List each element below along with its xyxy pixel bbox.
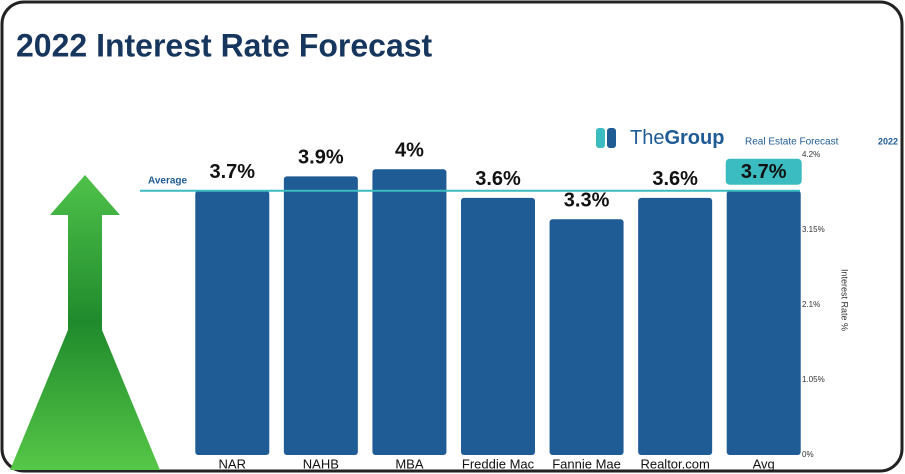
brand-year: 2022 bbox=[878, 136, 898, 146]
bar bbox=[549, 219, 624, 455]
y-tick-label: 4.2% bbox=[802, 150, 820, 159]
x-tick-label: MBA bbox=[395, 456, 424, 471]
value-label: 3.7% bbox=[741, 161, 787, 183]
x-tick-label: NAR bbox=[219, 456, 246, 471]
x-tick-label: Avg bbox=[753, 456, 775, 471]
bar bbox=[283, 176, 358, 455]
y-axis-label: Interest Rate % bbox=[840, 269, 850, 331]
logo bbox=[607, 128, 616, 148]
brand-light: The bbox=[630, 127, 664, 149]
bar bbox=[461, 197, 535, 455]
x-tick-label: Fannie Mae bbox=[552, 456, 621, 471]
value-label: 3.7% bbox=[209, 161, 255, 183]
brand-tagline: Real Estate Forecast bbox=[745, 137, 839, 148]
x-tick-label: Freddie Mac bbox=[462, 456, 535, 471]
value-label-box bbox=[725, 158, 802, 185]
y-tick-label: 0% bbox=[802, 450, 814, 459]
value-label: 3.3% bbox=[564, 190, 610, 212]
brand-bold: Group bbox=[664, 127, 724, 149]
average-label: Average bbox=[148, 175, 188, 186]
brand-name: TheGroup bbox=[630, 127, 724, 149]
y-tick-label: 1.05% bbox=[802, 375, 825, 384]
value-label: 4% bbox=[395, 140, 424, 162]
value-label: 3.6% bbox=[475, 168, 521, 190]
chart-title: 2022 Interest Rate Forecast bbox=[16, 27, 433, 63]
bar bbox=[638, 197, 713, 455]
arrow-decoration bbox=[10, 175, 160, 470]
value-label: 3.9% bbox=[298, 147, 344, 169]
y-tick-label: 3.15% bbox=[802, 225, 825, 234]
bar bbox=[195, 190, 270, 455]
x-tick-label: Realtor.com bbox=[640, 456, 709, 471]
value-label: 3.6% bbox=[652, 168, 698, 190]
logo bbox=[596, 128, 605, 148]
x-tick-label: NAHB bbox=[303, 456, 339, 471]
bar bbox=[372, 169, 447, 456]
y-tick-label: 2.1% bbox=[802, 300, 820, 309]
brand: TheGroup Real Estate Forecast 2022 bbox=[596, 127, 898, 149]
bar bbox=[726, 190, 801, 455]
